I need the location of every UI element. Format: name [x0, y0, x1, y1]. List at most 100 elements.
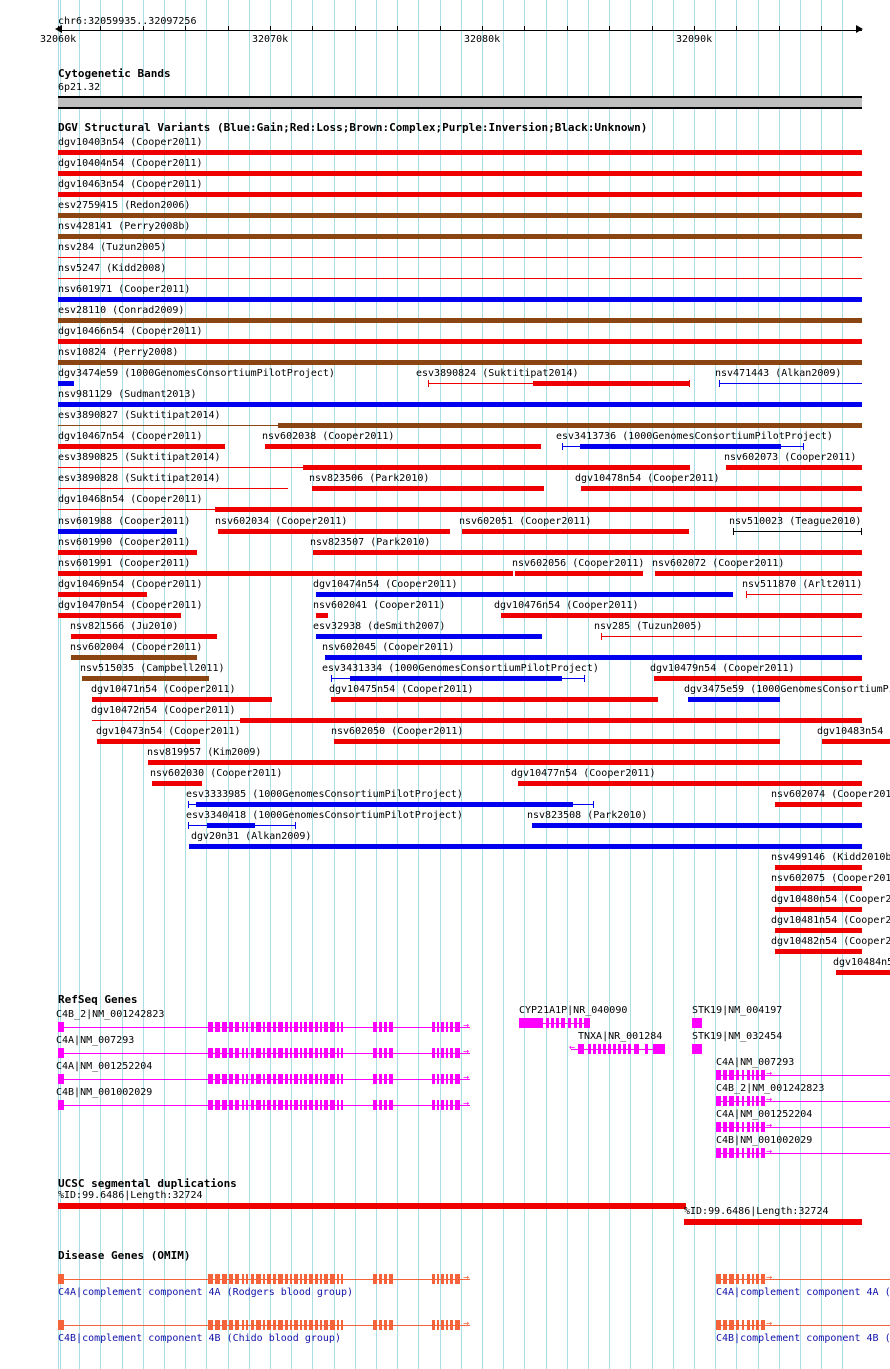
gene-exon[interactable]	[324, 1022, 328, 1032]
gene-exon[interactable]	[723, 1148, 727, 1158]
gene-exon[interactable]	[330, 1274, 335, 1284]
gene-exon[interactable]	[208, 1274, 213, 1284]
gene-exon[interactable]	[208, 1074, 213, 1084]
gene-exon[interactable]	[251, 1074, 254, 1084]
ruler-right-arrow-icon[interactable]	[856, 25, 863, 33]
gene-exon[interactable]	[273, 1022, 276, 1032]
gene-exon[interactable]	[309, 1100, 313, 1110]
gene-exon[interactable]	[450, 1074, 453, 1084]
gene-exon[interactable]	[384, 1048, 387, 1058]
dgv-variant-bar[interactable]	[215, 507, 862, 512]
dgv-variant-bar[interactable]	[71, 634, 217, 639]
dgv-variant-bar[interactable]	[316, 634, 542, 639]
gene-exon[interactable]	[246, 1048, 248, 1058]
gene-exon[interactable]	[242, 1022, 244, 1032]
dgv-variant-bar[interactable]	[334, 739, 780, 744]
gene-exon[interactable]	[267, 1274, 271, 1284]
gene-exon[interactable]	[285, 1100, 288, 1110]
gene-exon[interactable]	[584, 1018, 590, 1028]
gene-exon[interactable]	[752, 1148, 754, 1158]
gene-exon[interactable]	[379, 1320, 382, 1330]
gene-exon[interactable]	[373, 1320, 377, 1330]
gene-exon[interactable]	[653, 1044, 665, 1054]
gene-exon[interactable]	[446, 1022, 448, 1032]
dgv-variant-bar[interactable]	[152, 781, 202, 786]
gene-exon[interactable]	[752, 1070, 754, 1080]
gene-exon[interactable]	[235, 1022, 239, 1032]
gene-exon[interactable]	[437, 1022, 439, 1032]
dgv-variant-bar[interactable]	[775, 865, 862, 870]
gene-exon[interactable]	[229, 1320, 233, 1330]
dgv-variant-bar[interactable]	[312, 486, 544, 491]
gene-exon[interactable]	[736, 1320, 739, 1330]
gene-exon[interactable]	[561, 1018, 565, 1028]
dgv-variant-bar[interactable]	[71, 655, 197, 660]
dgv-variant-bar[interactable]	[148, 760, 862, 765]
gene-exon[interactable]	[716, 1148, 721, 1158]
gene-exon[interactable]	[256, 1022, 261, 1032]
gene-exon[interactable]	[235, 1274, 239, 1284]
gene-exon[interactable]	[304, 1100, 307, 1110]
gene-exon[interactable]	[455, 1022, 460, 1032]
gene-exon[interactable]	[756, 1096, 759, 1106]
gene-exon[interactable]	[389, 1022, 393, 1032]
gene-exon[interactable]	[455, 1274, 460, 1284]
dgv-variant-bar[interactable]	[58, 278, 862, 279]
gene-exon[interactable]	[455, 1320, 460, 1330]
gene-exon[interactable]	[692, 1044, 702, 1054]
gene-exon[interactable]	[761, 1122, 765, 1132]
gene-exon[interactable]	[246, 1074, 248, 1084]
gene-exon[interactable]	[519, 1018, 543, 1028]
gene-exon[interactable]	[389, 1074, 393, 1084]
gene-exon[interactable]	[58, 1074, 64, 1084]
gene-exon[interactable]	[384, 1274, 387, 1284]
gene-exon[interactable]	[623, 1044, 626, 1054]
dgv-variant-bar[interactable]	[532, 823, 862, 828]
gene-exon[interactable]	[455, 1048, 460, 1058]
gene-exon[interactable]	[729, 1096, 734, 1106]
dgv-variant-bar[interactable]	[58, 571, 513, 576]
gene-exon[interactable]	[432, 1022, 435, 1032]
gene-exon[interactable]	[320, 1048, 322, 1058]
gene-exon[interactable]	[389, 1274, 393, 1284]
dgv-variant-bar[interactable]	[313, 550, 862, 555]
gene-exon[interactable]	[263, 1022, 265, 1032]
gene-exon[interactable]	[215, 1074, 220, 1084]
dgv-variant-bar[interactable]	[350, 676, 562, 681]
gene-exon[interactable]	[341, 1100, 343, 1110]
gene-exon[interactable]	[761, 1148, 765, 1158]
dgv-variant-bar[interactable]	[58, 444, 225, 449]
dgv-variant-bar[interactable]	[58, 592, 147, 597]
dgv-variant-bar[interactable]	[278, 423, 862, 428]
gene-exon[interactable]	[263, 1048, 265, 1058]
gene-exon[interactable]	[256, 1320, 261, 1330]
gene-exon[interactable]	[246, 1320, 248, 1330]
gene-exon[interactable]	[756, 1122, 759, 1132]
gene-exon[interactable]	[742, 1320, 744, 1330]
gene-exon[interactable]	[747, 1274, 750, 1284]
gene-exon[interactable]	[373, 1274, 377, 1284]
gene-exon[interactable]	[222, 1100, 227, 1110]
gene-exon[interactable]	[278, 1074, 283, 1084]
gene-exon[interactable]	[309, 1048, 313, 1058]
dgv-variant-bar[interactable]	[822, 739, 890, 744]
dgv-variant-bar[interactable]	[58, 192, 862, 197]
gene-exon[interactable]	[215, 1048, 220, 1058]
gene-exon[interactable]	[729, 1122, 734, 1132]
gene-exon[interactable]	[285, 1048, 288, 1058]
gene-exon[interactable]	[278, 1022, 283, 1032]
gene-exon[interactable]	[251, 1320, 254, 1330]
gene-exon[interactable]	[267, 1100, 271, 1110]
gene-exon[interactable]	[379, 1274, 382, 1284]
gene-exon[interactable]	[373, 1022, 377, 1032]
dgv-variant-bar[interactable]	[196, 802, 573, 807]
gene-exon[interactable]	[320, 1100, 322, 1110]
gene-exon[interactable]	[628, 1044, 631, 1054]
gene-exon[interactable]	[304, 1022, 307, 1032]
dgv-variant-bar[interactable]	[533, 381, 690, 386]
gene-exon[interactable]	[752, 1320, 754, 1330]
gene-exon[interactable]	[222, 1022, 227, 1032]
dgv-variant-bar[interactable]	[58, 150, 862, 155]
gene-exon[interactable]	[251, 1022, 254, 1032]
gene-exon[interactable]	[273, 1048, 276, 1058]
